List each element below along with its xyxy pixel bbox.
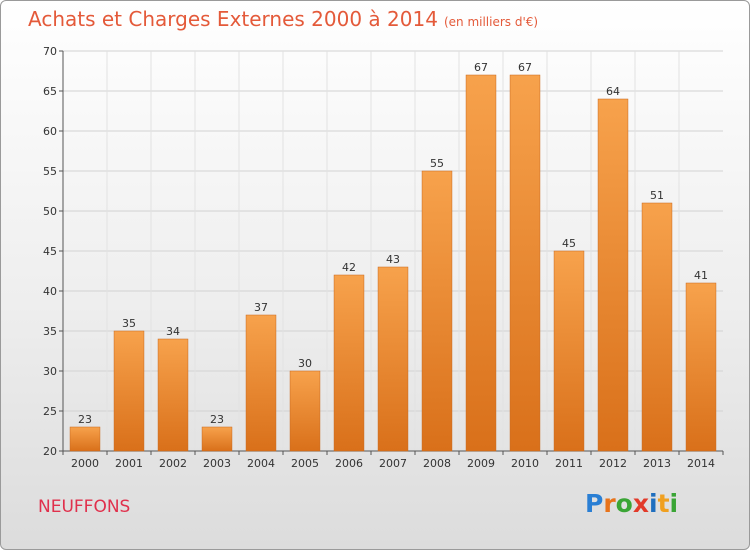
logo-letter: t bbox=[657, 489, 670, 518]
x-tick-label: 2012 bbox=[599, 457, 627, 470]
x-tick-label: 2006 bbox=[335, 457, 363, 470]
logo-letter: i bbox=[669, 489, 679, 518]
y-tick-label: 20 bbox=[43, 445, 57, 458]
value-label: 55 bbox=[430, 157, 444, 170]
x-tick-label: 2008 bbox=[423, 457, 451, 470]
y-tick-label: 60 bbox=[43, 125, 57, 138]
value-label: 23 bbox=[78, 413, 92, 426]
x-tick-label: 2003 bbox=[203, 457, 231, 470]
x-tick-label: 2013 bbox=[643, 457, 671, 470]
bar-2008 bbox=[421, 170, 453, 452]
value-label: 23 bbox=[210, 413, 224, 426]
bar-2000 bbox=[69, 426, 101, 452]
logo-letter: P bbox=[585, 489, 604, 518]
bar-2011 bbox=[553, 250, 585, 452]
x-tick-label: 2004 bbox=[247, 457, 275, 470]
logo-letter: x bbox=[632, 489, 649, 518]
logo-letter: o bbox=[615, 489, 633, 518]
place-name: NEUFFONS bbox=[38, 497, 131, 517]
y-tick-label: 40 bbox=[43, 285, 57, 298]
logo-letter: i bbox=[649, 489, 658, 518]
bars bbox=[69, 74, 717, 452]
value-label: 42 bbox=[342, 261, 356, 274]
bar-2001 bbox=[113, 330, 145, 452]
value-label: 45 bbox=[562, 237, 576, 250]
x-tick-label: 2001 bbox=[115, 457, 143, 470]
bar-2007 bbox=[377, 266, 409, 452]
bar-2012 bbox=[597, 98, 629, 452]
x-tick-label: 2000 bbox=[71, 457, 99, 470]
y-tick-label: 65 bbox=[43, 85, 57, 98]
value-label: 51 bbox=[650, 189, 664, 202]
y-tick-label: 45 bbox=[43, 245, 57, 258]
x-tick-label: 2005 bbox=[291, 457, 319, 470]
y-tick-label: 55 bbox=[43, 165, 57, 178]
value-label: 43 bbox=[386, 253, 400, 266]
logo-letter: r bbox=[603, 489, 616, 518]
bar-2005 bbox=[289, 370, 321, 452]
value-label: 35 bbox=[122, 317, 136, 330]
bar-2014 bbox=[685, 282, 717, 452]
x-tick-label: 2009 bbox=[467, 457, 495, 470]
chart-subtitle: (en milliers d'€) bbox=[443, 15, 539, 29]
y-tick-label: 30 bbox=[43, 365, 57, 378]
bar-2003 bbox=[201, 426, 233, 452]
y-tick-label: 50 bbox=[43, 205, 57, 218]
bar-2002 bbox=[157, 338, 189, 452]
x-tick-label: 2007 bbox=[379, 457, 407, 470]
value-label: 34 bbox=[166, 325, 180, 338]
value-label: 37 bbox=[254, 301, 268, 314]
x-tick-label: 2014 bbox=[687, 457, 715, 470]
value-label: 64 bbox=[606, 85, 620, 98]
labels: 20 25 30 35 40 45 50 55 60 65 70 23 2000 35 2001 34 2002… bbox=[43, 45, 715, 470]
chart-title-block: Achats et Charges Externes 2000 à 2014 (e… bbox=[28, 7, 538, 31]
y-tick-label: 70 bbox=[43, 45, 57, 58]
value-label: 67 bbox=[518, 61, 532, 74]
value-label: 41 bbox=[694, 269, 708, 282]
value-label: 67 bbox=[474, 61, 488, 74]
x-tick-label: 2002 bbox=[159, 457, 187, 470]
proxiti-logo: Proxiti bbox=[585, 489, 678, 518]
y-tick-label: 35 bbox=[43, 325, 57, 338]
chart-title: Achats et Charges Externes 2000 à 2014 bbox=[28, 7, 438, 31]
bar-2006 bbox=[333, 274, 365, 452]
bar-2010 bbox=[509, 74, 541, 452]
bar-2009 bbox=[465, 74, 497, 452]
x-tick-label: 2011 bbox=[555, 457, 583, 470]
bar-2004 bbox=[245, 314, 277, 452]
bar-2013 bbox=[641, 202, 673, 452]
y-tick-label: 25 bbox=[43, 405, 57, 418]
value-label: 30 bbox=[298, 357, 312, 370]
x-tick-label: 2010 bbox=[511, 457, 539, 470]
